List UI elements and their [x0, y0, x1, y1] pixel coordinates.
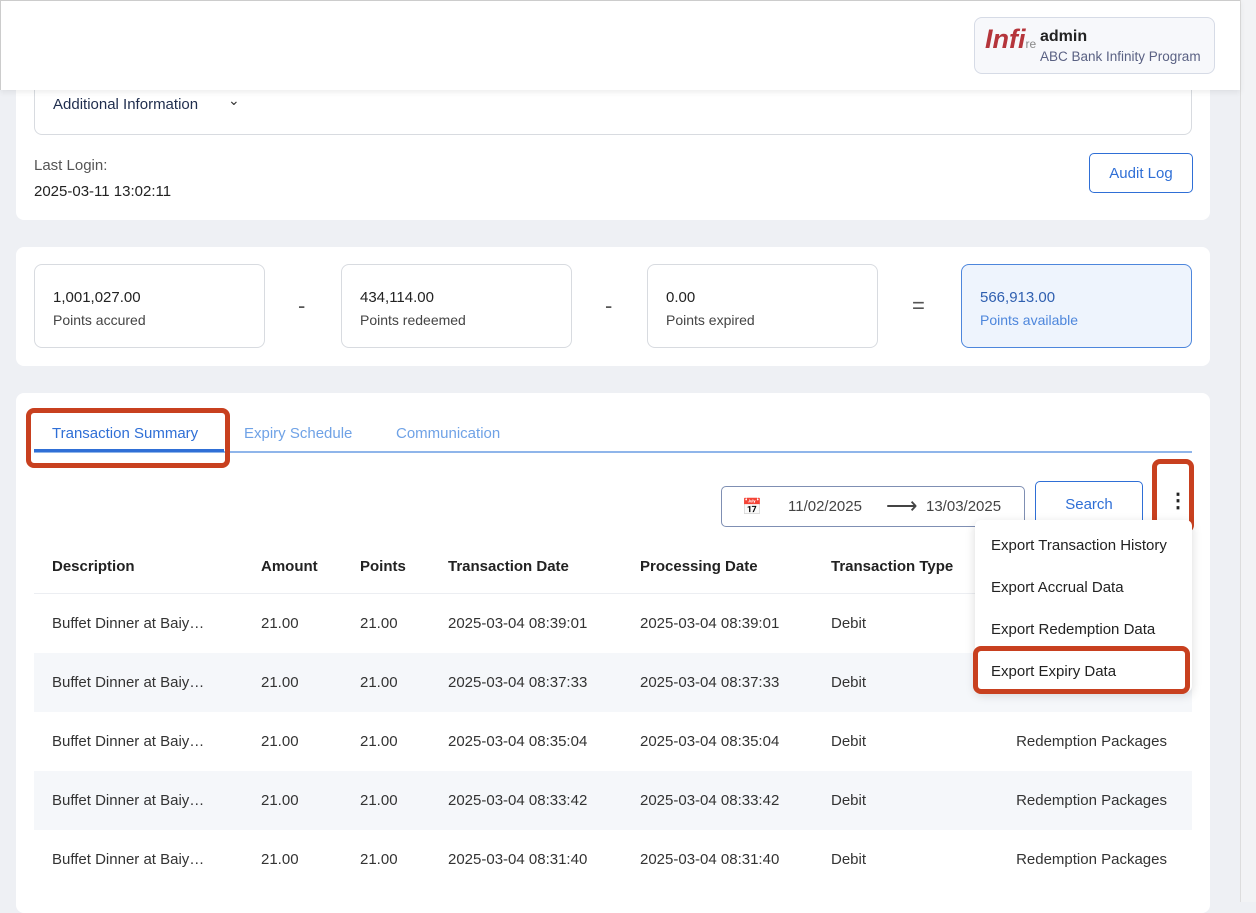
tab-communication[interactable]: Communication: [396, 425, 501, 442]
brand-logo: Infire: [985, 24, 1037, 54]
additional-info-toggle[interactable]: Additional Information: [53, 96, 199, 113]
date-range-picker[interactable]: 📅 11/02/2025 ⟶ 13/03/2025: [721, 486, 1025, 527]
menu-item-export-accrual-data[interactable]: Export Accrual Data: [991, 579, 1124, 596]
table-cell: Debit: [831, 792, 867, 809]
table-cell: 2025-03-04 08:35:04: [448, 733, 588, 750]
table-cell: 21.00: [261, 733, 299, 750]
table-cell: Redemption Packages: [1016, 851, 1167, 868]
scrollbar[interactable]: [1240, 0, 1256, 902]
organization-name: ABC Bank Infinity Program: [1040, 49, 1201, 64]
table-cell: 21.00: [261, 851, 299, 868]
table-cell: Debit: [831, 733, 867, 750]
menu-item-export-expiry-data[interactable]: Export Expiry Data: [991, 663, 1117, 680]
arrow-right-icon: ⟶: [886, 493, 918, 518]
last-login-label: Last Login:: [34, 157, 108, 174]
minus-operator: -: [605, 293, 613, 318]
column-header[interactable]: Transaction Date: [448, 558, 569, 575]
table-row[interactable]: Buffet Dinner at Baiy… 21.00 21.00 2025-03-…: [34, 771, 1192, 830]
more-options-icon[interactable]: ⋮: [1168, 490, 1188, 512]
last-login-value: 2025-03-11 13:02:11: [34, 183, 172, 200]
points-value: 1,001,027.00: [53, 289, 141, 306]
highlight-box: [973, 646, 1190, 694]
calendar-icon: 📅: [742, 499, 762, 516]
table-cell: 21.00: [261, 792, 299, 809]
divider: [34, 593, 1192, 594]
username: admin: [1040, 28, 1088, 45]
points-label: Points accured: [53, 312, 146, 328]
transactions-card: Transaction Summary Expiry Schedule Comm…: [16, 393, 1210, 913]
table-cell: 21.00: [360, 615, 398, 632]
table-cell: Buffet Dinner at Baiy…: [52, 733, 205, 750]
top-header: Infire admin ABC Bank Infinity Program: [0, 0, 1240, 90]
table-cell: 21.00: [360, 792, 398, 809]
menu-item-export-transaction-history[interactable]: Export Transaction History: [991, 537, 1167, 554]
points-accrued-box: 1,001,027.00 Points accured: [34, 264, 265, 348]
table-cell: 2025-03-04 08:31:40: [448, 851, 588, 868]
table-cell: Buffet Dinner at Baiy…: [52, 792, 205, 809]
table-cell: 2025-03-04 08:31:40: [640, 851, 780, 868]
tab-expiry-schedule[interactable]: Expiry Schedule: [244, 425, 353, 442]
column-header[interactable]: Description: [52, 558, 135, 575]
points-value: 566,913.00: [980, 289, 1056, 306]
table-cell: 21.00: [360, 674, 398, 691]
table-cell: Debit: [831, 674, 867, 691]
menu-item-export-redemption-data[interactable]: Export Redemption Data: [991, 621, 1156, 638]
table-cell: Debit: [831, 851, 867, 868]
tabs-underline: [34, 451, 1192, 453]
active-tab-indicator: [34, 449, 224, 452]
table-cell: 2025-03-04 08:33:42: [448, 792, 588, 809]
table-row[interactable]: Buffet Dinner at Baiy… 21.00 21.00 2025-03-…: [34, 594, 1192, 653]
table-row[interactable]: Buffet Dinner at Baiy… 21.00 21.00 2025-03-…: [34, 712, 1192, 771]
table-row[interactable]: Buffet Dinner at Baiy… 21.00 21.00 2025-03-…: [34, 830, 1192, 889]
points-redeemed-box: 434,114.00 Points redeemed: [341, 264, 572, 348]
table-cell: 21.00: [261, 674, 299, 691]
table-cell: 2025-03-04 08:35:04: [640, 733, 780, 750]
table-cell: Buffet Dinner at Baiy…: [52, 851, 205, 868]
column-header[interactable]: Transaction Type: [831, 558, 954, 575]
user-profile-badge[interactable]: Infire admin ABC Bank Infinity Program: [974, 17, 1215, 74]
table-cell: 2025-03-04 08:39:01: [640, 615, 780, 632]
table-cell: Debit: [831, 615, 867, 632]
audit-log-button[interactable]: Audit Log: [1089, 153, 1193, 193]
chevron-down-icon: ⌄: [228, 92, 240, 108]
column-header[interactable]: Processing Date: [640, 558, 758, 575]
table-cell: Buffet Dinner at Baiy…: [52, 674, 205, 691]
points-label: Points redeemed: [360, 312, 466, 328]
column-header[interactable]: Points: [360, 558, 406, 575]
table-cell: 2025-03-04 08:37:33: [640, 674, 780, 691]
points-label: Points expired: [666, 312, 755, 328]
search-button[interactable]: Search: [1035, 481, 1143, 527]
tab-transaction-summary[interactable]: Transaction Summary: [52, 425, 199, 442]
equals-operator: =: [912, 293, 925, 318]
points-summary-card: 1,001,027.00 Points accured - 434,114.00 P…: [16, 247, 1210, 366]
points-label: Points available: [980, 312, 1079, 328]
points-value: 0.00: [666, 289, 696, 306]
table-cell: Buffet Dinner at Baiy…: [52, 615, 205, 632]
additional-info-section[interactable]: Additional Information ⌄: [34, 60, 1192, 135]
table-cell: 2025-03-04 08:33:42: [640, 792, 780, 809]
date-from[interactable]: 11/02/2025: [788, 498, 862, 515]
points-value: 434,114.00: [360, 289, 434, 306]
table-cell: Redemption Packages: [1016, 733, 1167, 750]
points-expired-box: 0.00 Points expired: [647, 264, 878, 348]
table-cell: 2025-03-04 08:39:01: [448, 615, 588, 632]
points-available-box: 566,913.00 Points available: [961, 264, 1192, 348]
export-dropdown-menu: Export Transaction History Export Accrua…: [975, 520, 1192, 692]
date-to[interactable]: 13/03/2025: [926, 498, 1002, 515]
minus-operator: -: [298, 293, 306, 318]
table-cell: 21.00: [261, 615, 299, 632]
table-cell: Redemption Packages: [1016, 792, 1167, 809]
table-cell: 2025-03-04 08:37:33: [448, 674, 588, 691]
table-cell: 21.00: [360, 851, 398, 868]
column-header[interactable]: Amount: [261, 558, 318, 575]
table-cell: 21.00: [360, 733, 398, 750]
highlight-box: [26, 408, 230, 468]
